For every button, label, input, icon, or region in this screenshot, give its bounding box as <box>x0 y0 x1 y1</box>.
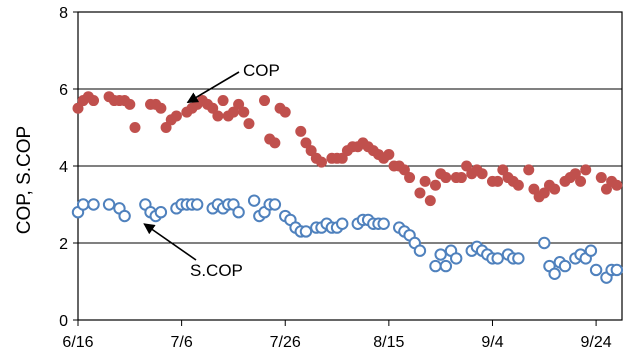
cop-point-0 <box>72 102 84 114</box>
scop-point-1 <box>76 198 90 211</box>
y-axis-label: COP, S.COP <box>14 126 35 234</box>
cop-point-34 <box>295 125 307 137</box>
cop-point-78 <box>549 183 561 195</box>
scop-point-66 <box>558 259 572 273</box>
scop-point-52 <box>450 252 463 265</box>
cop-point-31 <box>269 137 281 149</box>
scop-point-25 <box>268 198 282 211</box>
cop-point-73 <box>523 164 535 176</box>
cop-point-58 <box>429 179 441 191</box>
scop-point-3 <box>102 198 116 211</box>
cop-point-82 <box>575 175 587 187</box>
annotation-scop-arrow <box>143 223 197 261</box>
scop-point-42 <box>377 217 390 230</box>
cop-point-8 <box>124 98 136 110</box>
cop-point-28 <box>243 118 255 130</box>
scop-point-14 <box>190 198 204 211</box>
cop-point-23 <box>217 95 229 107</box>
cop-point-66 <box>476 168 488 180</box>
series-cop <box>72 91 623 207</box>
scop-point-50 <box>439 259 453 273</box>
scop-point-36 <box>336 217 349 230</box>
cop-point-69 <box>497 164 509 176</box>
cop-point-83 <box>580 164 592 176</box>
cop-point-15 <box>170 110 182 122</box>
y-tick-label-0: 0 <box>59 313 68 330</box>
scop-point-74 <box>610 263 624 277</box>
cop-point-84 <box>595 172 607 184</box>
scop-point-61 <box>512 252 525 265</box>
cop-point-81 <box>569 168 581 180</box>
scop-point-64 <box>548 267 561 280</box>
cop-point-21 <box>207 102 219 114</box>
scop-point-20 <box>232 206 245 219</box>
scop-point-70 <box>584 244 598 257</box>
scop-point-30 <box>299 225 313 238</box>
cop-point-57 <box>424 195 436 207</box>
cop-point-41 <box>336 152 348 164</box>
annotation-scop-label: S.COP <box>190 261 243 280</box>
y-tick-label-4: 4 <box>59 159 68 176</box>
cop-point-38 <box>316 156 328 168</box>
x-axis-ticks: 6/16 7/6 7/26 8/15 9/4 9/24 <box>62 320 612 351</box>
x-tick-label-4: 9/4 <box>481 334 503 351</box>
scop-point-5 <box>118 209 131 223</box>
cop-point-26 <box>233 98 245 110</box>
cop-point-27 <box>238 106 250 118</box>
cop-point-3 <box>88 95 100 107</box>
cop-point-55 <box>414 187 426 199</box>
x-tick-label-5: 9/24 <box>581 334 612 351</box>
scop-point-49 <box>434 248 447 261</box>
cop-point-25 <box>227 106 239 118</box>
annotation-cop-label: COP <box>243 61 280 80</box>
cop-point-13 <box>160 122 172 133</box>
scop-point-21 <box>247 194 261 207</box>
scop-point-62 <box>538 236 551 250</box>
cop-point-56 <box>419 175 431 187</box>
annotation-cop-arrow <box>186 71 240 104</box>
scop-point-2 <box>87 198 100 211</box>
x-tick-label-1: 7/6 <box>170 334 192 351</box>
cop-point-54 <box>404 172 416 184</box>
scop-point-48 <box>429 259 442 273</box>
scop-point-58 <box>491 252 504 265</box>
y-tick-label-8: 8 <box>59 5 68 22</box>
scop-point-9 <box>154 206 168 219</box>
cop-point-29 <box>259 95 271 107</box>
cop-point-33 <box>279 106 291 118</box>
cop-point-74 <box>528 183 540 195</box>
cop-point-60 <box>440 172 452 184</box>
cop-point-85 <box>600 183 612 195</box>
series-scop <box>71 194 624 284</box>
cop-point-63 <box>461 160 473 172</box>
cop-point-35 <box>300 137 312 149</box>
y-axis-ticks: 0 2 4 6 8 <box>59 5 78 330</box>
scop-point-71 <box>589 263 603 277</box>
annotations: COP S.COP <box>143 61 280 280</box>
scop-point-47 <box>413 244 427 257</box>
cop-point-62 <box>455 172 467 184</box>
cop-point-22 <box>212 110 224 122</box>
cop-point-68 <box>492 175 504 187</box>
x-tick-label-0: 6/16 <box>62 334 93 351</box>
y-tick-label-6: 6 <box>59 82 68 99</box>
x-tick-label-3: 8/15 <box>373 334 404 351</box>
cop-point-9 <box>129 122 141 133</box>
x-tick-label-2: 7/26 <box>270 334 301 351</box>
cop-point-76 <box>538 187 550 199</box>
cop-point-87 <box>611 179 623 191</box>
cop-point-12 <box>155 102 167 114</box>
y-tick-label-2: 2 <box>59 236 68 253</box>
cop-point-36 <box>305 145 317 157</box>
cop-point-72 <box>512 179 524 191</box>
cop-point-50 <box>383 148 395 160</box>
cop-point-53 <box>398 164 410 176</box>
